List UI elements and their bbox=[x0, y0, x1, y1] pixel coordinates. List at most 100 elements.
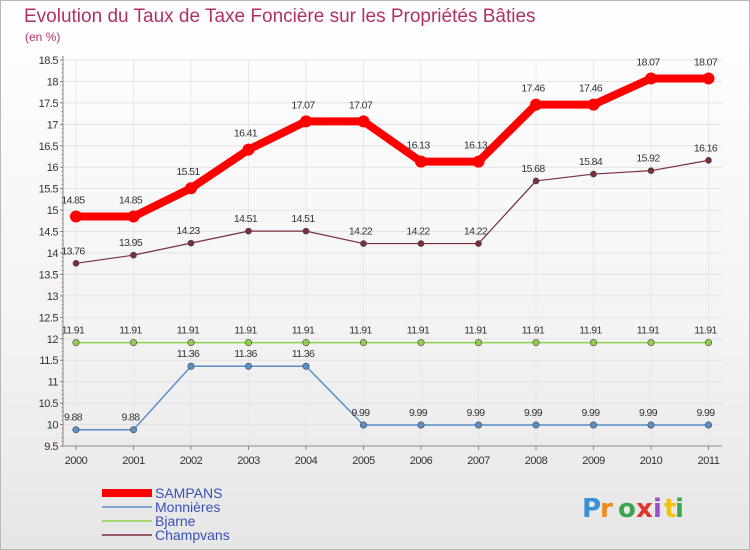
y-tick-label: 13 bbox=[47, 291, 59, 303]
data-point bbox=[302, 339, 310, 347]
series-bjarne: 11.91 11.91 11.91 11.91 11.91 11.91 11.91 11.91… bbox=[62, 325, 718, 347]
data-point bbox=[705, 157, 712, 164]
data-label: 11.91 bbox=[637, 325, 660, 337]
data-point bbox=[645, 72, 657, 85]
data-point bbox=[359, 339, 367, 347]
data-label: 16.13 bbox=[406, 140, 430, 152]
series-line bbox=[76, 365, 709, 431]
data-point bbox=[359, 421, 367, 429]
data-point bbox=[130, 339, 138, 347]
data-point bbox=[302, 362, 310, 370]
data-point bbox=[647, 167, 655, 174]
y-tick-label: 18.5 bbox=[39, 55, 59, 67]
data-point bbox=[415, 155, 427, 168]
data-point bbox=[72, 426, 80, 434]
data-label: 18.07 bbox=[694, 56, 718, 68]
data-point bbox=[587, 98, 600, 111]
data-label: 14.22 bbox=[349, 226, 373, 238]
data-point bbox=[360, 240, 367, 247]
legend-label: Bjarne bbox=[155, 513, 196, 529]
data-label: 11.91 bbox=[177, 325, 200, 337]
data-point bbox=[472, 155, 485, 168]
y-tick-label: 14.5 bbox=[39, 227, 59, 239]
data-label: 11.36 bbox=[292, 348, 315, 360]
data-label: 11.91 bbox=[522, 325, 545, 337]
data-point bbox=[130, 426, 138, 434]
data-label: 13.76 bbox=[61, 245, 85, 257]
data-point bbox=[474, 339, 482, 347]
data-label: 14.22 bbox=[406, 226, 430, 238]
data-point bbox=[357, 115, 370, 128]
x-tick-label: 2006 bbox=[410, 455, 433, 467]
data-label: 9.99 bbox=[696, 407, 715, 419]
data-label: 11.91 bbox=[579, 325, 602, 337]
data-point bbox=[245, 227, 252, 235]
data-point bbox=[530, 98, 542, 111]
x-tick-label: 2010 bbox=[640, 455, 663, 467]
data-point bbox=[532, 421, 540, 429]
proxiti-logo: Pr o x i ti bbox=[582, 494, 684, 524]
data-label: 14.85 bbox=[119, 195, 143, 207]
x-tick-label: 2008 bbox=[525, 455, 548, 467]
logo-letter: i bbox=[675, 494, 684, 524]
data-point bbox=[245, 362, 253, 370]
data-label: 9.99 bbox=[524, 407, 543, 419]
y-tick-label: 11.5 bbox=[39, 355, 58, 367]
chart-subtitle: (en %) bbox=[25, 30, 60, 44]
x-tick-label: 2000 bbox=[65, 455, 88, 467]
y-tick-label: 15.5 bbox=[39, 184, 59, 196]
data-point bbox=[417, 339, 425, 347]
legend-label: Champvans bbox=[155, 527, 230, 543]
data-label: 11.91 bbox=[694, 325, 717, 337]
series-sampans: 14.85 14.85 15.51 16.41 17.07 17.07 16.13 16.13… bbox=[61, 56, 718, 223]
data-point bbox=[475, 240, 482, 247]
data-point bbox=[187, 362, 195, 370]
data-point bbox=[70, 210, 82, 223]
data-point bbox=[704, 421, 712, 429]
data-label: 15.68 bbox=[521, 163, 545, 175]
data-label: 9.99 bbox=[351, 407, 370, 419]
y-tick-label: 12 bbox=[47, 334, 59, 346]
data-label: 14.22 bbox=[464, 226, 488, 238]
y-tick-label: 12.5 bbox=[39, 312, 59, 324]
data-label: 17.46 bbox=[579, 83, 603, 95]
data-label: 9.88 bbox=[121, 412, 140, 424]
data-point bbox=[474, 421, 482, 429]
data-label: 11.36 bbox=[234, 348, 257, 360]
data-point bbox=[702, 72, 715, 85]
data-label: 16.41 bbox=[234, 128, 258, 140]
legend-label: SAMPANS bbox=[155, 485, 222, 501]
data-point bbox=[245, 339, 253, 347]
series-champvans: 13.76 13.95 14.23 14.51 14.51 14.22 14.22 14.22… bbox=[61, 142, 718, 267]
series-monnières: 9.88 9.88 11.36 11.36 11.36 9.99 9.99 9.99 9.99 9… bbox=[64, 348, 716, 434]
data-label: 14.51 bbox=[291, 213, 315, 225]
grid bbox=[63, 59, 722, 447]
data-point bbox=[300, 115, 312, 128]
y-tick-label: 17 bbox=[47, 119, 59, 131]
y-tick-label: 17.5 bbox=[39, 98, 59, 110]
logo-letter: x bbox=[636, 494, 653, 524]
y-tick-label: 14 bbox=[47, 248, 59, 260]
logo-letter: r bbox=[600, 494, 613, 524]
x-tick-label: 2009 bbox=[582, 455, 605, 467]
legend-label: Monnières bbox=[155, 499, 220, 515]
data-point bbox=[590, 170, 597, 178]
y-tick-label: 16 bbox=[47, 162, 59, 174]
data-label: 9.99 bbox=[466, 407, 485, 419]
data-label: 11.91 bbox=[234, 325, 257, 337]
data-point bbox=[647, 339, 655, 347]
data-label: 13.95 bbox=[119, 237, 143, 249]
data-point bbox=[72, 339, 80, 347]
series-layer: 14.85 14.85 15.51 16.41 17.07 17.07 16.13 16.13… bbox=[61, 56, 718, 434]
series-line bbox=[76, 74, 709, 221]
data-label: 9.88 bbox=[64, 412, 83, 424]
data-point bbox=[187, 339, 195, 347]
data-label: 9.99 bbox=[581, 407, 600, 419]
data-label: 15.84 bbox=[579, 156, 603, 168]
data-point bbox=[589, 339, 597, 347]
data-point bbox=[242, 143, 255, 156]
x-tick-label: 2003 bbox=[237, 455, 260, 467]
data-point bbox=[72, 259, 80, 267]
